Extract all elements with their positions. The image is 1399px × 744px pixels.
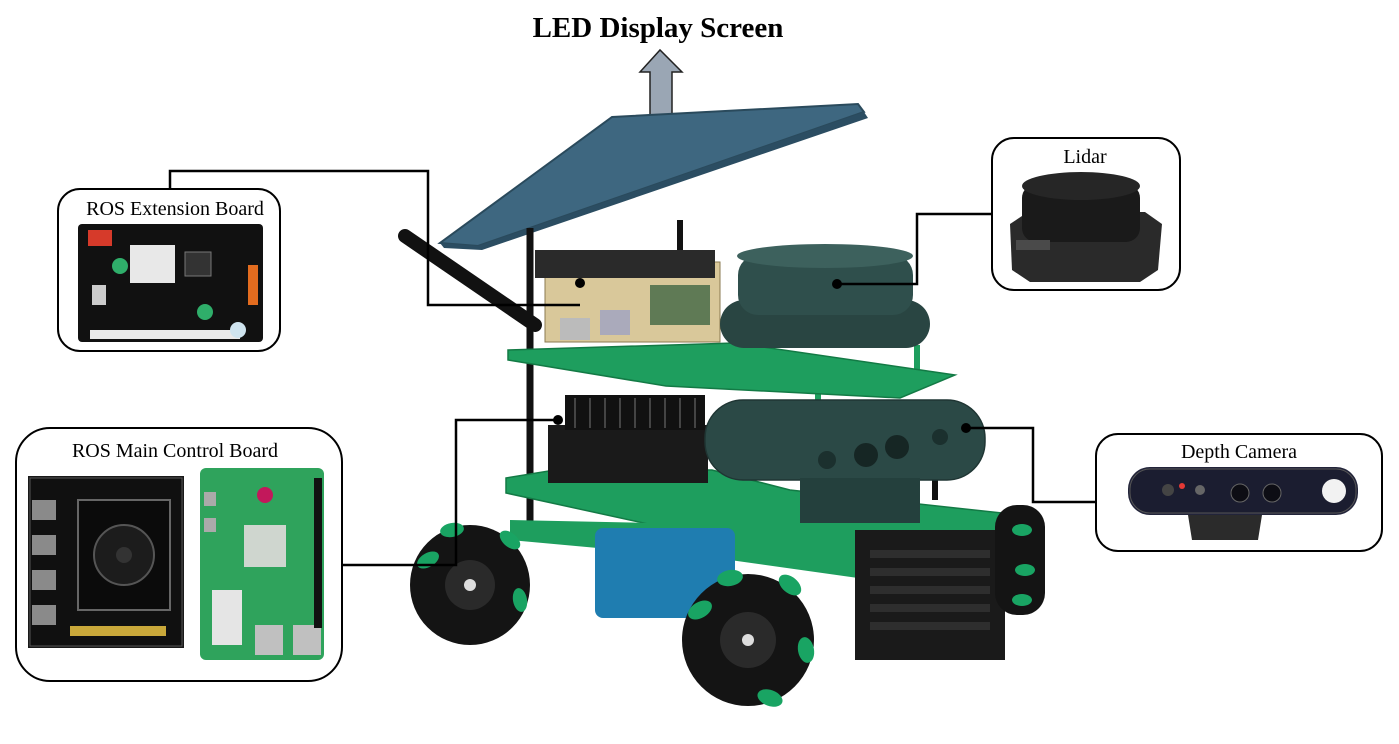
lidar-image (1010, 172, 1162, 282)
extension-board-image (78, 224, 263, 342)
connector-lines (168, 169, 1095, 567)
lidar-label: Lidar (1063, 146, 1107, 168)
led-screen-panel (437, 102, 866, 248)
callout-depth-camera: Depth Camera (1095, 433, 1383, 552)
raspberry-pi-board-image (200, 468, 324, 660)
depth-camera-image (1128, 467, 1358, 540)
top-plate (507, 342, 958, 399)
jetson-board-image (28, 476, 184, 648)
callout-lidar: Lidar (991, 137, 1181, 291)
depth-camera-connector (966, 426, 1095, 504)
mecanum-wheel-rear-right (995, 505, 1045, 615)
ros-extension-board-label: ROS Extension Board (86, 198, 264, 220)
extension-board-connector (168, 169, 580, 307)
robot-car-illustration (398, 102, 1045, 707)
mecanum-wheel-front-left (410, 522, 530, 645)
main-control-board-connector (342, 418, 555, 567)
callout-ros-main-control-board: ROS Main Control Board (15, 427, 343, 682)
depth-camera-label: Depth Camera (1181, 441, 1297, 463)
lidar-connector (837, 212, 992, 286)
led-display-title: LED Display Screen (533, 12, 784, 44)
mecanum-wheel-front-right (682, 569, 815, 707)
ros-main-control-board-label: ROS Main Control Board (72, 440, 278, 462)
callout-ros-extension-board: ROS Extension Board (57, 188, 281, 352)
